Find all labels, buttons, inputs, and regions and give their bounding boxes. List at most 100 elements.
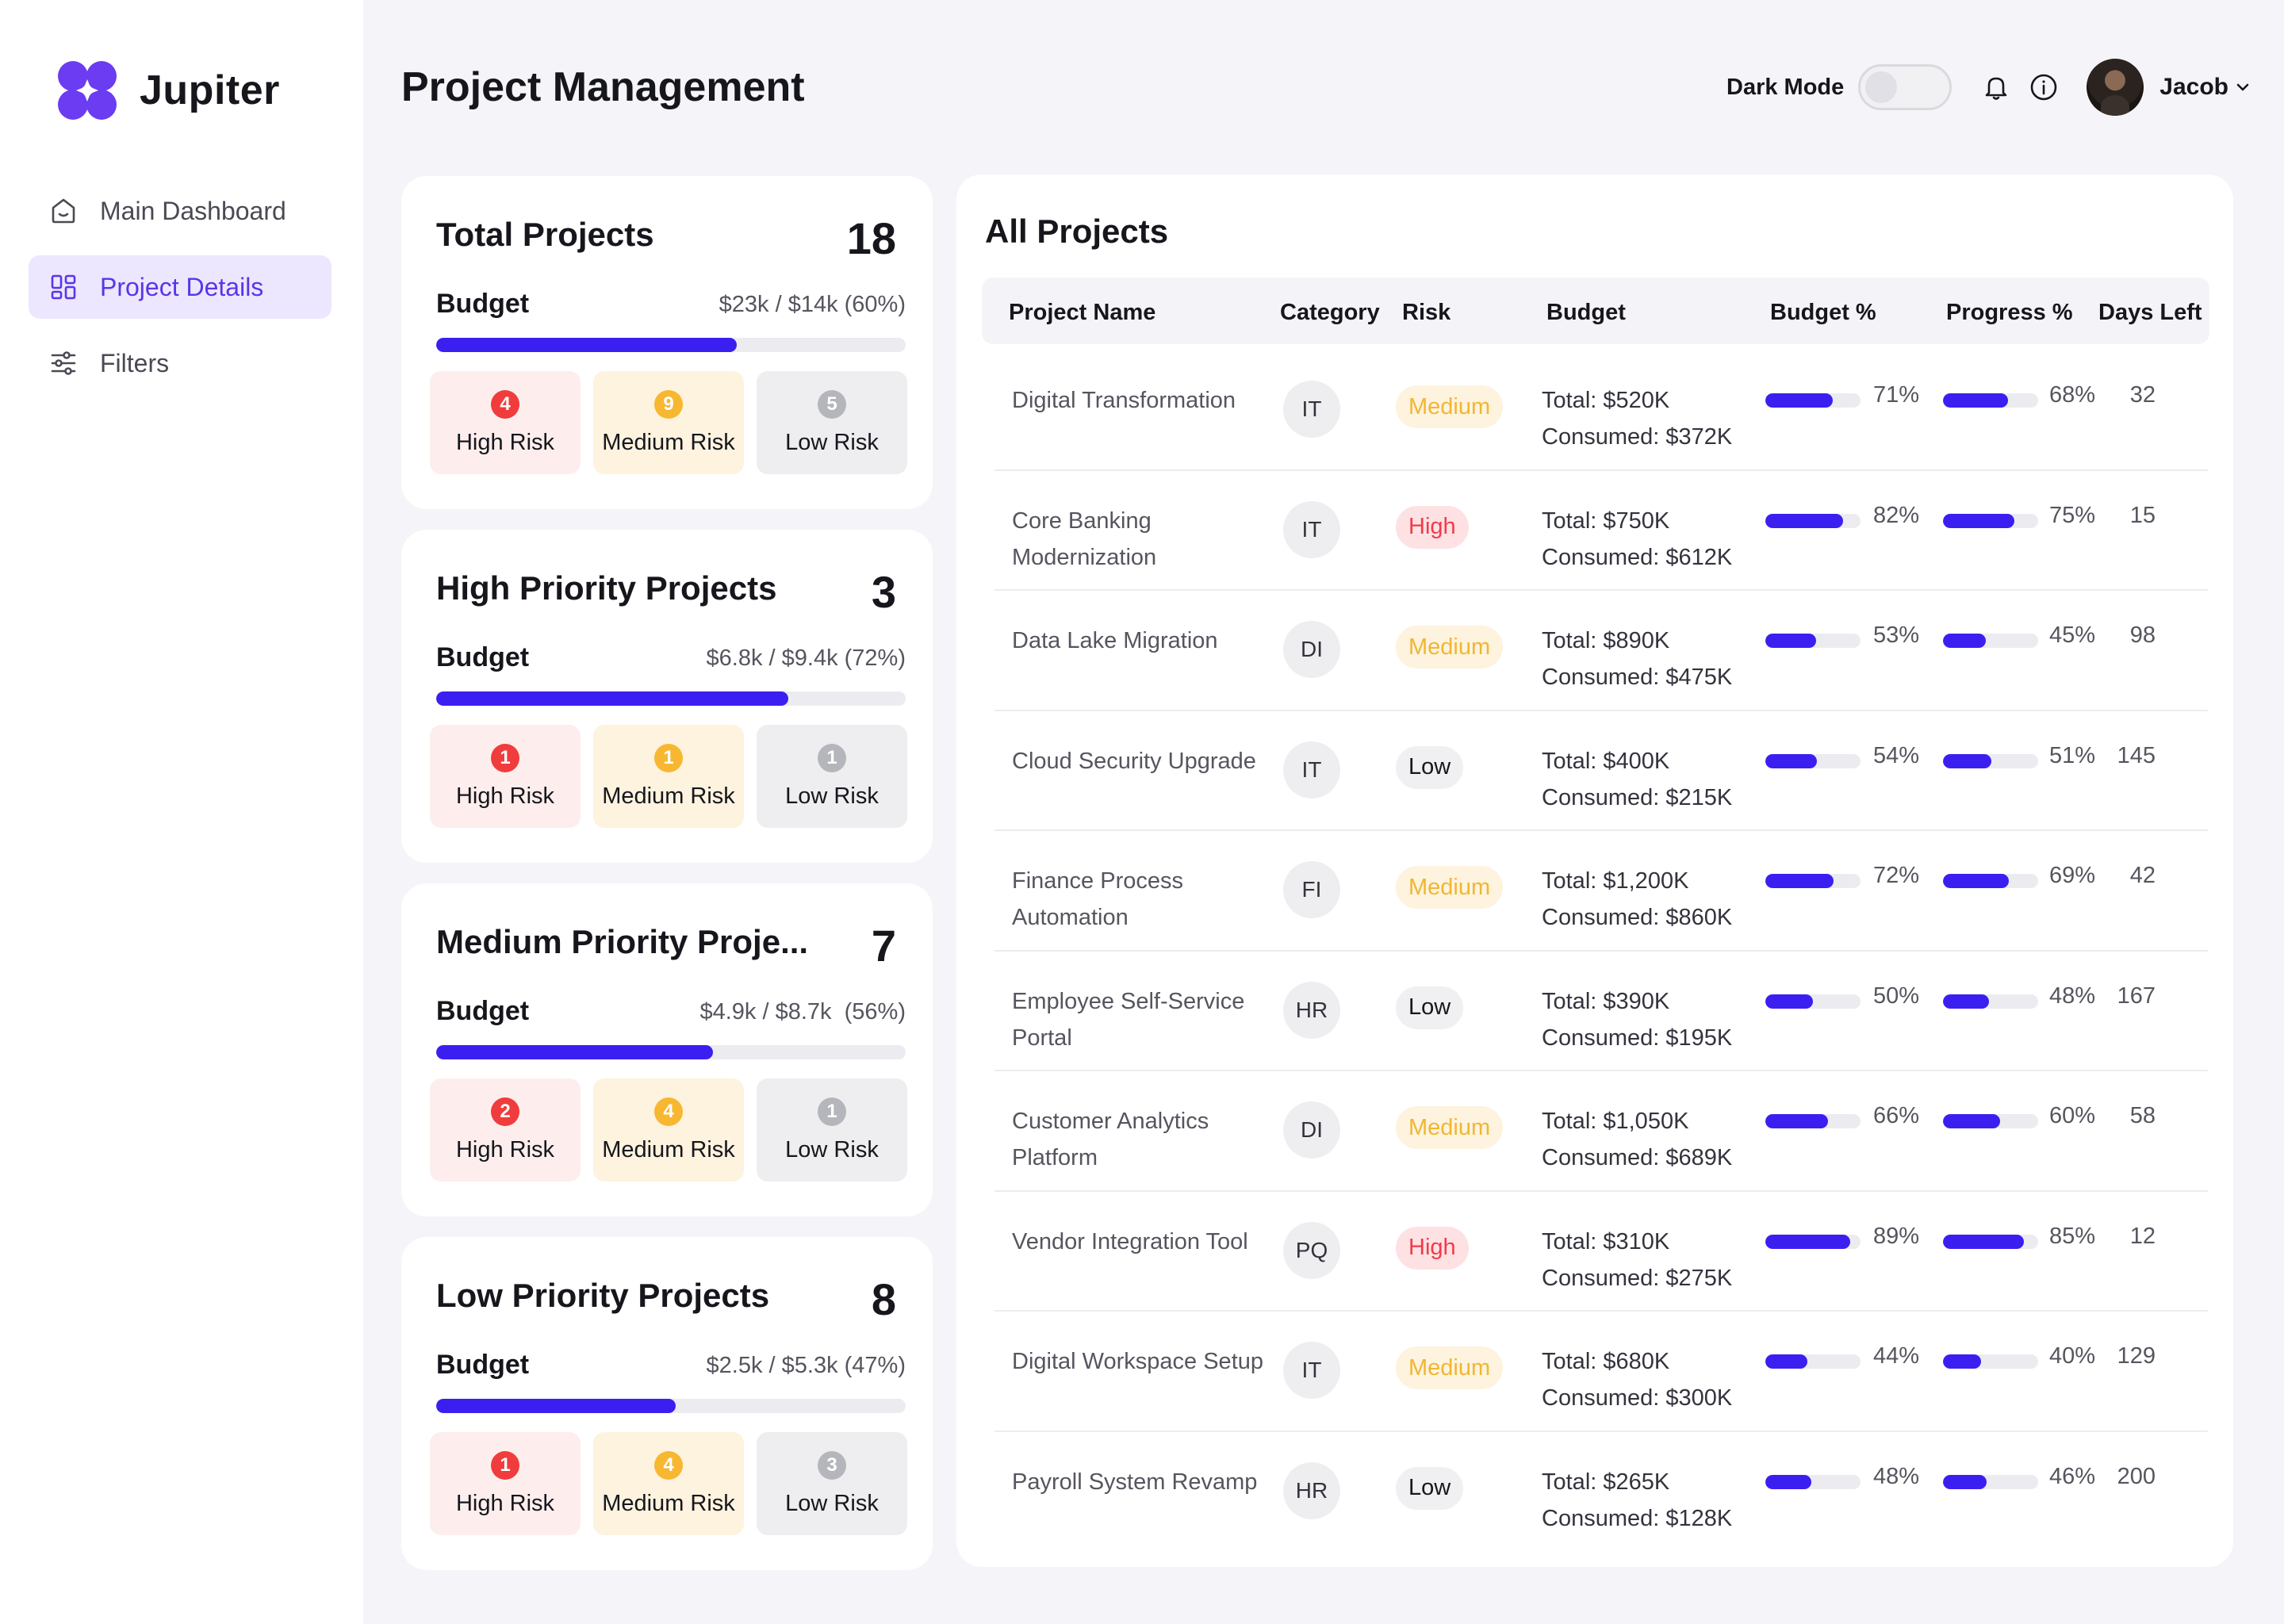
progress-pct-fill [1943,874,2009,888]
avatar[interactable] [2087,59,2144,116]
toggle-knob [1865,71,1898,103]
brand[interactable]: Jupiter [57,60,280,121]
sidebar-item-label: Project Details [100,272,264,301]
medium-risk-box[interactable]: 1 Medium Risk [593,725,744,828]
table-row[interactable]: Digital Workspace Setup IT Medium Total: $6… [994,1312,2208,1432]
table-row[interactable]: Core Banking Modernization IT High Total: $… [994,471,2208,591]
column-header-project-name[interactable]: Project Name [1009,300,1156,325]
progress-pct-fill [1943,753,1992,768]
project-name[interactable]: Employee Self-Service Portal [1012,988,1245,1051]
budget-pct-value: 48% [1873,1463,1920,1489]
project-name[interactable]: Finance Process Automation [1012,868,1183,930]
table-body: Digital Transformation IT Medium Total: $52… [994,350,2208,1552]
risk-badge: Medium [1396,385,1504,428]
risk-badge: Low [1396,986,1464,1029]
budget-pct-bar [1765,1114,1861,1128]
budget-total: Total: $400K [1542,748,1670,774]
category-badge: PQ [1283,1221,1340,1279]
budget-pct-bar [1765,634,1861,648]
budget-pct-fill [1765,1354,1807,1369]
budget-pct-value: 66% [1873,1103,1920,1128]
category-badge: HR [1283,1461,1340,1519]
bell-icon[interactable] [1980,71,2012,103]
project-name[interactable]: Payroll System Revamp [1012,1469,1258,1495]
progress-pct-bar [1943,513,2038,528]
risk-count: 1 [654,743,683,772]
column-header-progress-pct[interactable]: Progress % [1946,300,2073,325]
budget-value: $6.8k / $9.4k (72%) [706,645,906,671]
summary-card-total[interactable]: Total Projects 18 Budget $23k / $14k (60… [401,176,933,509]
budget-cell: Total: $400K Consumed: $215K [1542,743,1732,816]
project-name[interactable]: Digital Workspace Setup [1012,1349,1264,1374]
budget-value: $23k / $14k (60%) [719,292,906,317]
dark-mode-toggle[interactable] [1858,64,1953,110]
risk-label: High Risk [455,429,555,455]
table-row[interactable]: Employee Self-Service Portal HR Low Total: … [994,952,2208,1071]
table-row[interactable]: Payroll System Revamp HR Low Total: $265K Co… [994,1432,2208,1553]
risk-breakdown: 4 High Risk 9 Medium Risk 5 Low Risk [430,371,920,474]
medium-risk-box[interactable]: 9 Medium Risk [593,371,744,474]
summary-card-high-priority[interactable]: High Priority Projects 3 Budget $6.8k / … [401,530,933,863]
table-row[interactable]: Finance Process Automation FI Medium Total:… [994,831,2208,952]
low-risk-box[interactable]: 1 Low Risk [757,1078,907,1182]
table-row[interactable]: Data Lake Migration DI Medium Total: $890K C… [994,591,2208,711]
budget-consumed: Consumed: $300K [1542,1385,1733,1411]
budget-cell: Total: $1,050K Consumed: $689K [1542,1103,1732,1176]
sidebar-item-filters[interactable]: Filters [29,331,331,395]
column-header-category[interactable]: Category [1280,300,1380,325]
budget-consumed: Consumed: $860K [1542,905,1733,930]
progress-pct-bar [1943,1114,2038,1128]
risk-count: 2 [491,1097,519,1126]
project-name[interactable]: Vendor Integration Tool [1012,1228,1248,1254]
budget-cell: Total: $680K Consumed: $300K [1542,1343,1732,1416]
column-header-days-left[interactable]: Days Left [2098,300,2202,325]
high-risk-box[interactable]: 4 High Risk [430,371,581,474]
table-row[interactable]: Vendor Integration Tool PQ High Total: $310… [994,1192,2208,1312]
medium-risk-box[interactable]: 4 Medium Risk [593,1432,744,1535]
project-name[interactable]: Data Lake Migration [1012,628,1218,653]
column-header-budget[interactable]: Budget [1546,300,1626,325]
low-risk-box[interactable]: 3 Low Risk [757,1432,907,1535]
progress-pct-value: 85% [2049,1223,2096,1249]
sidebar-item-main-dashboard[interactable]: Main Dashboard [29,179,331,243]
budget-value: $4.9k / $8.7k (56%) [699,999,906,1025]
card-title: Medium Priority Proje... [436,923,809,960]
column-header-budget-pct[interactable]: Budget % [1770,300,1876,325]
budget-progress-fill [436,1045,714,1059]
column-header-risk[interactable]: Risk [1402,300,1451,325]
budget-pct-fill [1765,513,1844,528]
budget-pct-bar [1765,513,1861,528]
card-count: 7 [871,921,896,971]
high-risk-box[interactable]: 1 High Risk [430,725,581,828]
risk-count: 1 [818,1097,846,1126]
risk-label: Low Risk [785,783,879,809]
sidebar-item-project-details[interactable]: Project Details [29,255,331,319]
budget-pct-value: 44% [1873,1343,1920,1369]
budget-cell: Total: $750K Consumed: $612K [1542,503,1732,576]
risk-count: 3 [818,1450,846,1480]
medium-risk-box[interactable]: 4 Medium Risk [593,1078,744,1182]
project-name[interactable]: Digital Transformation [1012,388,1236,413]
user-name[interactable]: Jacob [2159,74,2228,100]
project-name[interactable]: Core Banking Modernization [1012,508,1157,570]
risk-label: High Risk [455,783,555,809]
chevron-down-icon[interactable] [2235,79,2252,96]
summary-card-low-priority[interactable]: Low Priority Projects 8 Budget $2.5k / $… [401,1237,933,1570]
card-count: 18 [846,213,896,263]
info-icon[interactable] [2028,71,2060,103]
table-row[interactable]: Digital Transformation IT Medium Total: $52… [994,350,2208,471]
high-risk-box[interactable]: 1 High Risk [430,1432,581,1535]
low-risk-box[interactable]: 1 Low Risk [757,725,907,828]
all-projects-panel: All Projects Project Name Category Risk … [956,174,2233,1567]
table-row[interactable]: Customer Analytics Platform DI Medium Total… [994,1071,2208,1192]
progress-pct-bar [1943,874,2038,888]
table-row[interactable]: Cloud Security Upgrade IT Low Total: $400K C… [994,711,2208,831]
low-risk-box[interactable]: 5 Low Risk [757,371,907,474]
project-name[interactable]: Cloud Security Upgrade [1012,748,1256,774]
card-title: High Priority Projects [436,569,777,607]
summary-card-medium-priority[interactable]: Medium Priority Proje... 7 Budget $4.9k … [401,883,933,1216]
high-risk-box[interactable]: 2 High Risk [430,1078,581,1182]
project-name[interactable]: Customer Analytics Platform [1012,1109,1209,1170]
budget-cell: Total: $310K Consumed: $275K [1542,1224,1732,1297]
risk-label: Low Risk [785,1136,879,1162]
